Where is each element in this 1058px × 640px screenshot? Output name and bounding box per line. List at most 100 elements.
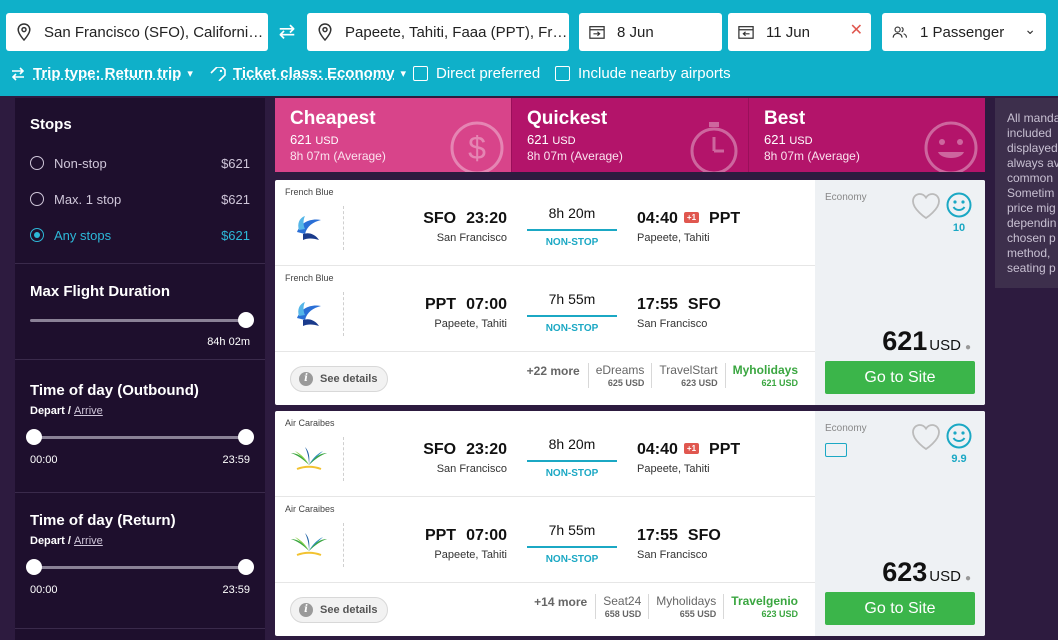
outbound-arrive-tab[interactable]: Arrive xyxy=(74,405,103,417)
see-details-button[interactable]: i See details xyxy=(290,366,389,392)
outbound-depart-tab[interactable]: Depart xyxy=(30,405,65,417)
smiley-icon xyxy=(924,121,978,172)
stops-filter: Stops Non-stop $621 Max. 1 stop $621 Any sto… xyxy=(15,98,265,264)
checkbox-box[interactable] xyxy=(555,66,570,81)
heart-icon[interactable] xyxy=(911,423,941,451)
radio-button[interactable] xyxy=(30,228,44,242)
ticket-icon xyxy=(210,66,226,82)
direct-preferred-checkbox[interactable]: Direct preferred xyxy=(413,65,540,82)
calendar-depart-icon xyxy=(589,23,605,41)
rating-score: 10 xyxy=(952,222,966,234)
person-icon: ● xyxy=(964,573,971,584)
clear-return-icon[interactable]: ✕ xyxy=(849,22,863,39)
provider-option[interactable]: Myholidays 621 USD xyxy=(724,363,805,388)
go-to-site-button[interactable]: Go to Site xyxy=(825,361,975,394)
cabin-class: Economy xyxy=(825,423,867,434)
origin-value: San Francisco (SFO), California, ... xyxy=(44,23,268,41)
ticket-class-dropdown[interactable]: Ticket class: Economy ▾ xyxy=(210,65,406,82)
total-price: 621 USD ● xyxy=(882,326,971,357)
tab-best[interactable]: Best 621 USD 8h 07m (Average) xyxy=(748,98,985,172)
passengers-icon xyxy=(892,23,908,41)
airline-name: Air Caraibes xyxy=(285,504,335,514)
return-arrive-tab[interactable]: Arrive xyxy=(74,535,103,547)
rating-score: 9.9 xyxy=(951,453,967,465)
tab-price: 621 USD xyxy=(290,132,339,147)
stopwatch-icon xyxy=(690,122,738,172)
duration-line xyxy=(527,460,617,462)
return-max-label: 23:59 xyxy=(222,584,250,596)
tab-quickest[interactable]: Quickest 621 USD 8h 07m (Average) xyxy=(511,98,748,172)
note-line: dependin xyxy=(1007,216,1057,230)
slider-handle-max[interactable] xyxy=(238,559,254,575)
go-to-site-button[interactable]: Go to Site xyxy=(825,592,975,625)
provider-name: eDreams xyxy=(595,363,645,377)
stop-option[interactable]: Max. 1 stop $621 xyxy=(30,181,250,217)
note-line: always av xyxy=(1007,156,1058,170)
max-duration-value: 84h 02m xyxy=(207,336,250,348)
arrival-info: 17:55 SFO San Francisco xyxy=(637,527,721,561)
return-depart-tab[interactable]: Depart xyxy=(30,535,65,547)
provider-option[interactable]: Travelgenio 623 USD xyxy=(723,594,805,619)
outbound-range-labels: 00:00 23:59 xyxy=(30,454,250,468)
see-details-button[interactable]: i See details xyxy=(290,597,389,623)
provider-price: 623 USD xyxy=(681,378,718,388)
plane-swap-icon xyxy=(10,66,26,82)
providers-list: +14 more Seat24 658 USD Myholidays 655 USD Tr… xyxy=(534,594,805,619)
stop-option-label: Max. 1 stop xyxy=(54,191,122,207)
max-duration-filter: Max Flight Duration 84h 02m xyxy=(15,264,265,360)
provider-option[interactable]: TravelStart 623 USD xyxy=(651,363,724,388)
flight-leg: Air Caraibes PPT 07:00 Papeete, Tahiti 7h 55… xyxy=(275,497,815,583)
ticket-class-label: Ticket class: Economy xyxy=(233,65,395,82)
outbound-title: Time of day (Outbound) xyxy=(30,382,199,399)
nearby-airports-checkbox[interactable]: Include nearby airports xyxy=(555,65,731,82)
checkbox-box[interactable] xyxy=(413,66,428,81)
slider-handle-min[interactable] xyxy=(26,429,42,445)
divider xyxy=(343,292,344,336)
provider-option[interactable]: Myholidays 655 USD xyxy=(648,594,723,619)
duration-value: 8h 20m xyxy=(548,205,596,221)
more-providers-link[interactable]: +14 more xyxy=(534,595,588,609)
result-card[interactable]: Air Caraibes SFO 23:20 San Francisco 8h 20m N… xyxy=(275,411,985,636)
chevron-down-icon: ▾ xyxy=(187,68,193,80)
max-duration-slider[interactable] xyxy=(30,311,254,329)
note-line: chosen p xyxy=(1007,231,1056,245)
depart-date-field[interactable]: 8 Jun xyxy=(579,13,722,51)
provider-option[interactable]: Seat24 658 USD xyxy=(595,594,648,619)
filters-sidebar: Stops Non-stop $621 Max. 1 stop $621 Any sto… xyxy=(15,98,265,640)
radio-button[interactable] xyxy=(30,192,44,206)
more-providers-link[interactable]: +22 more xyxy=(526,364,580,378)
return-time-slider[interactable] xyxy=(26,558,254,576)
radio-button[interactable] xyxy=(30,156,44,170)
outbound-depart-arrive-toggle: Depart / Arrive xyxy=(30,405,250,417)
stop-option[interactable]: Non-stop $621 xyxy=(30,145,250,181)
departure-info: SFO 23:20 San Francisco xyxy=(423,441,507,475)
slider-handle-min[interactable] xyxy=(26,559,42,575)
swap-icon[interactable]: ⇄ xyxy=(278,21,296,43)
provider-price: 623 USD xyxy=(761,609,798,619)
heart-icon[interactable] xyxy=(911,192,941,220)
slider-handle-max[interactable] xyxy=(238,429,254,445)
trip-type-dropdown[interactable]: Trip type: Return trip ▾ xyxy=(10,65,193,82)
stops-label: NON-STOP xyxy=(545,554,599,565)
cabin-class: Economy xyxy=(825,192,867,203)
rating-smiley-icon xyxy=(946,192,972,218)
slider-handle[interactable] xyxy=(238,312,254,328)
result-card[interactable]: French Blue SFO 23:20 San Francisco 8h 20m NO… xyxy=(275,180,985,405)
passenger-field[interactable]: 1 Passenger ⌄ xyxy=(882,13,1046,51)
outbound-time-slider[interactable] xyxy=(26,428,254,446)
destination-field[interactable]: Papeete, Tahiti, Faaa (PPT), Fren... xyxy=(307,13,569,51)
tab-title: Best xyxy=(764,108,806,129)
outbound-min-label: 00:00 xyxy=(30,454,58,466)
return-date-field[interactable]: 11 Jun ✕ xyxy=(728,13,871,51)
stop-option[interactable]: Any stops $621 xyxy=(30,217,250,253)
tab-cheapest[interactable]: Cheapest 621 USD 8h 07m (Average) $ xyxy=(275,98,511,172)
total-price: 623 USD ● xyxy=(882,557,971,588)
provider-option[interactable]: eDreams 625 USD xyxy=(587,363,652,388)
outbound-max-label: 23:59 xyxy=(222,454,250,466)
tab-duration: 8h 07m (Average) xyxy=(764,149,860,163)
provider-name: TravelStart xyxy=(659,363,718,377)
arrival-city: Papeete, Tahiti xyxy=(637,232,710,244)
departure-code: SFO xyxy=(423,210,457,227)
origin-field[interactable]: San Francisco (SFO), California, ... xyxy=(6,13,268,51)
arrival-time: 17:55 xyxy=(637,527,678,544)
